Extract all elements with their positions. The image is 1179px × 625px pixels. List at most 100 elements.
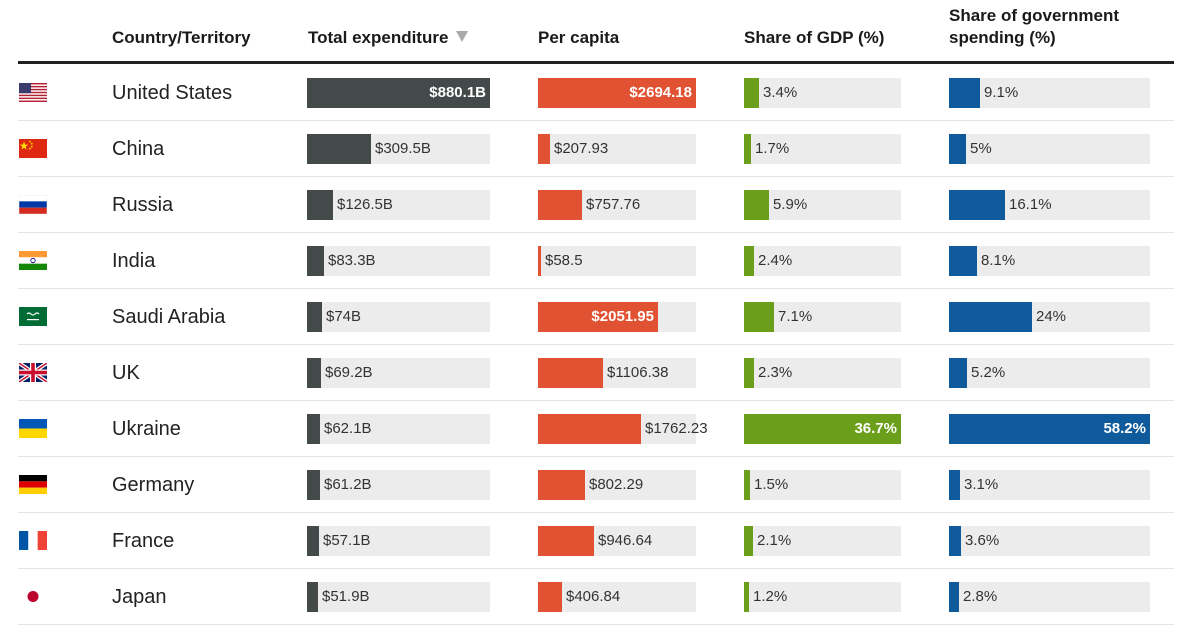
total-expenditure-value-label: $880.1B [429,84,486,101]
share-gdp-value-label: 1.2% [753,588,788,605]
per-capita-bar-track: $2051.95 [538,302,696,332]
per-capita-bar [538,526,594,556]
country-name: France [112,530,175,552]
per-capita-value-label: $802.29 [589,476,644,493]
us-flag-icon [19,83,47,102]
per-capita-bar-track: $946.64 [538,526,696,556]
india-flag-icon [19,251,47,270]
total-expenditure-bar [307,246,324,276]
share-gov-bar-track: 24% [949,302,1150,332]
share-gdp-value-label: 2.4% [758,252,793,269]
country-name: Japan [112,586,167,608]
share-gov-value-label: 2.8% [963,588,998,605]
share-gov-value-label: 16.1% [1009,196,1052,213]
share-gdp-bar [744,78,759,108]
share-gdp-bar-track: 1.7% [744,134,901,164]
share-gdp-value-label: 2.1% [757,532,792,549]
share-gdp-value-label: 1.7% [755,140,790,157]
share-gov-value-label: 5.2% [971,364,1006,381]
share-gdp-bar-track: 1.5% [744,470,901,500]
share-gdp-bar-track: 36.7% [744,414,901,444]
per-capita-value-label: $2051.95 [591,308,654,325]
per-capita-bar [538,302,658,332]
share-gdp-value-label: 7.1% [778,308,813,325]
share-gdp-bar [744,190,769,220]
share-gov-bar [949,414,1150,444]
ukraine-flag-icon [19,419,47,438]
share-gdp-value-label: 3.4% [763,84,798,101]
total-expenditure-bar [307,78,490,108]
country-name: China [112,138,165,160]
table-row[interactable]: India $83.3B $58.5 2.4% 8.1% [18,232,1174,289]
share-gov-bar-track: 16.1% [949,190,1150,220]
total-expenditure-value-label: $126.5B [337,196,393,213]
table-row[interactable]: Japan $51.9B $406.84 1.2% 2.8% [18,568,1174,625]
table-row[interactable]: Saudi Arabia $74B $2051.95 7.1% 24% [18,288,1174,345]
total-expenditure-bar-track: $69.2B [307,358,490,388]
total-expenditure-value-label: $69.2B [325,364,373,381]
per-capita-bar [538,358,603,388]
share-gov-bar [949,470,960,500]
country-name: UK [112,362,140,384]
per-capita-bar [538,246,541,276]
share-gdp-bar [744,358,754,388]
total-expenditure-value-label: $61.2B [324,476,372,493]
per-capita-bar-track: $207.93 [538,134,696,164]
table-row[interactable]: China $309.5B $207.93 1.7% 5% [18,120,1174,177]
share-gdp-bar-track: 2.1% [744,526,901,556]
share-gdp-bar-track: 3.4% [744,78,901,108]
per-capita-value-label: $946.64 [598,532,653,549]
header-share-gdp[interactable]: Share of GDP (%) [744,28,885,47]
total-expenditure-value-label: $83.3B [328,252,376,269]
header-country[interactable]: Country/Territory [112,28,251,47]
share-gov-bar-track: 2.8% [949,582,1150,612]
per-capita-bar-track: $406.84 [538,582,696,612]
per-capita-bar [538,134,550,164]
header-per-capita[interactable]: Per capita [538,28,620,47]
share-gov-bar-track: 3.1% [949,470,1150,500]
share-gov-value-label: 58.2% [1103,420,1146,437]
share-gov-bar [949,526,961,556]
share-gdp-bar-track: 2.4% [744,246,901,276]
header-share-gov[interactable]: Share of government spending (%) [949,5,1119,49]
header-share-gov-line1: Share of government [949,6,1120,25]
country-name: Russia [112,194,174,216]
share-gdp-bar [744,302,774,332]
share-gdp-bar-track: 2.3% [744,358,901,388]
table-row[interactable]: Germany $61.2B $802.29 1.5% 3.1% [18,456,1174,513]
total-expenditure-bar-track: $74B [307,302,490,332]
header-total-expenditure[interactable]: Total expenditure [308,27,469,49]
total-expenditure-bar-track: $57.1B [307,526,490,556]
table-row[interactable]: UK $69.2B $1106.38 2.3% 5.2% [18,344,1174,401]
table-row[interactable]: United States $880.1B $2694.18 3.4% 9.1% [18,64,1174,121]
per-capita-bar-track: $1106.38 [538,358,696,388]
share-gdp-bar [744,414,901,444]
total-expenditure-bar [307,414,320,444]
per-capita-bar [538,582,562,612]
per-capita-value-label: $1762.23 [645,420,708,437]
share-gov-value-label: 3.1% [964,476,999,493]
share-gov-bar [949,358,967,388]
per-capita-bar [538,414,641,444]
per-capita-value-label: $58.5 [545,252,583,269]
total-expenditure-bar-track: $126.5B [307,190,490,220]
table-row[interactable]: France $57.1B $946.64 2.1% 3.6% [18,512,1174,569]
table-row[interactable]: Ukraine $62.1B $1762.23 36.7% 58.2% [18,400,1174,457]
total-expenditure-bar [307,526,319,556]
per-capita-value-label: $757.76 [586,196,641,213]
germany-flag-icon [19,475,47,494]
share-gdp-bar [744,582,749,612]
per-capita-bar [538,190,582,220]
table-row[interactable]: Russia $126.5B $757.76 5.9% 16.1% [18,176,1174,233]
per-capita-bar [538,470,585,500]
share-gdp-bar [744,246,754,276]
total-expenditure-bar [307,134,371,164]
per-capita-bar-track: $58.5 [538,246,696,276]
share-gov-bar-track: 8.1% [949,246,1150,276]
share-gdp-bar-track: 1.2% [744,582,901,612]
share-gov-bar-track: 3.6% [949,526,1150,556]
total-expenditure-value-label: $62.1B [324,420,372,437]
russia-flag-icon [19,195,47,214]
sort-descending-icon[interactable] [456,31,469,42]
total-expenditure-value-label: $309.5B [375,140,431,157]
